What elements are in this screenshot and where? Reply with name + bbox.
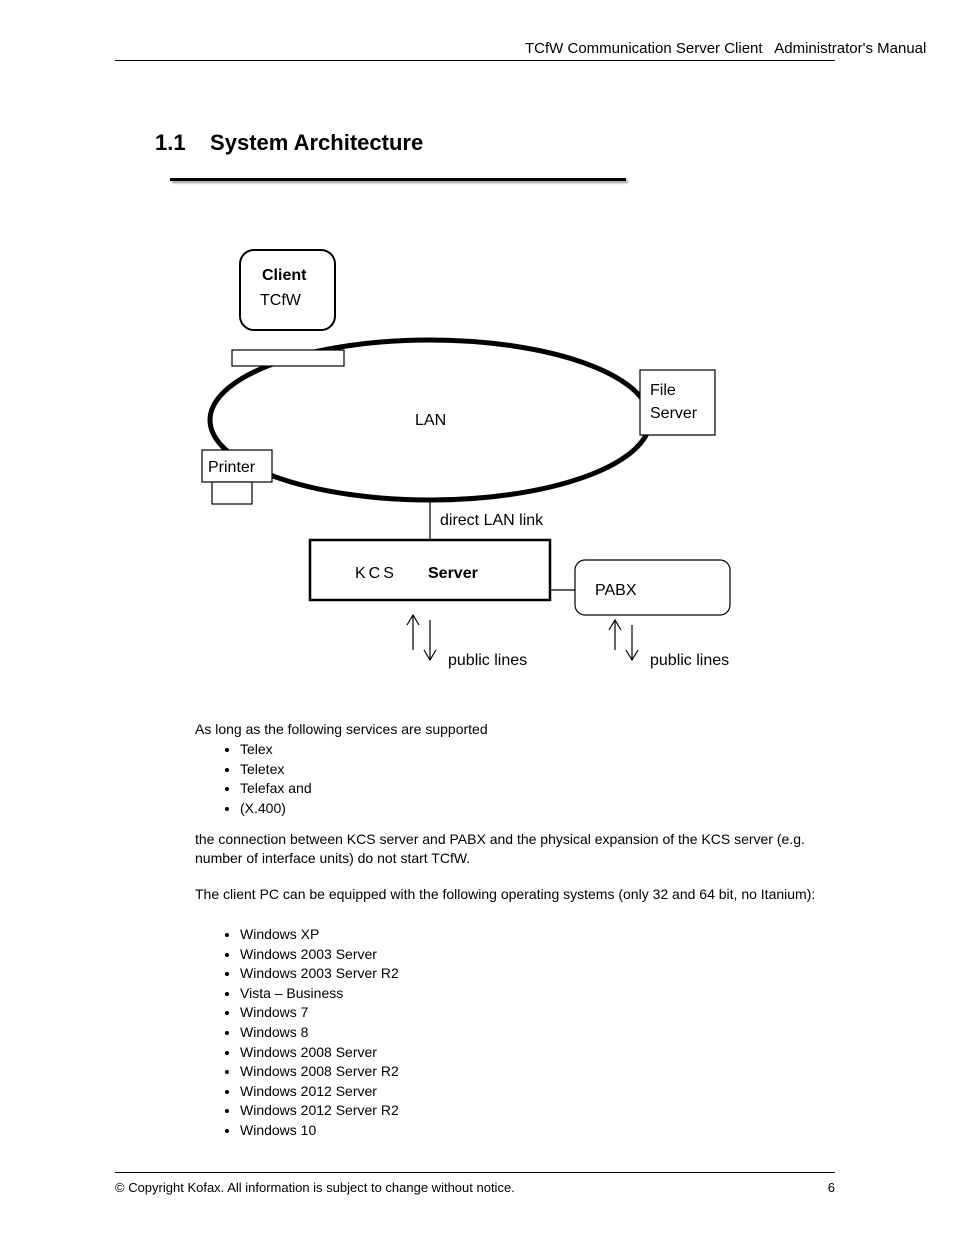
list-item: Windows 7	[240, 1003, 835, 1023]
public-lines-left-label: public lines	[448, 652, 527, 669]
section-heading: System Architecture	[210, 130, 423, 155]
page: TCfW Communication Server Client Adminis…	[0, 0, 954, 1235]
file-server-l1: File	[650, 382, 676, 399]
file-server-box	[640, 370, 715, 435]
header-title: TCfW Communication Server Client Adminis…	[525, 40, 926, 57]
public-lines-arrows-left	[407, 615, 436, 660]
client-label: Client	[262, 267, 307, 284]
title-underline	[170, 178, 626, 181]
client-sub-label: TCfW	[260, 292, 302, 309]
header-rule	[115, 60, 835, 61]
list-item: Windows 2012 Server	[240, 1082, 835, 1102]
header-doc-title: Administrator's Manual	[774, 40, 926, 57]
list-item: Teletex	[240, 760, 835, 780]
footer-page: 6	[828, 1180, 835, 1195]
list-item: (X.400)	[240, 799, 835, 819]
file-server-l2: Server	[650, 405, 698, 422]
list-item: Windows 2003 Server R2	[240, 964, 835, 984]
os-list-ul: Windows XP Windows 2003 Server Windows 2…	[220, 925, 835, 1141]
header-product: TCfW Communication Server Client	[525, 40, 763, 57]
lan-label: LAN	[415, 412, 446, 429]
list-item: Telefax and	[240, 779, 835, 799]
client-box	[240, 250, 335, 330]
service-list: Telex Teletex Telefax and (X.400)	[220, 740, 835, 818]
para-2: the connection between KCS server and PA…	[195, 830, 835, 868]
list-item: Windows 2003 Server	[240, 945, 835, 965]
footer-rule	[115, 1172, 835, 1173]
list-item: Windows 8	[240, 1023, 835, 1043]
os-list: Windows XP Windows 2003 Server Windows 2…	[220, 925, 835, 1141]
para-1: As long as the following services are su…	[195, 720, 835, 739]
section-title: 1.1 System Architecture	[155, 130, 423, 156]
list-item: Windows 2008 Server R2	[240, 1062, 835, 1082]
diagram-svg: LAN Client TCfW File Server Printer dire…	[190, 210, 750, 710]
list-item: Telex	[240, 740, 835, 760]
printer-tray	[212, 482, 252, 504]
public-lines-right-label: public lines	[650, 652, 729, 669]
client-base	[232, 350, 344, 366]
server-label: Server	[428, 565, 478, 582]
service-list-ul: Telex Teletex Telefax and (X.400)	[220, 740, 835, 818]
pabx-label: PABX	[595, 582, 637, 599]
list-item: Windows 2008 Server	[240, 1043, 835, 1063]
footer-copyright: © Copyright Kofax. All information is su…	[115, 1180, 515, 1195]
para-3: The client PC can be equipped with the f…	[195, 885, 835, 904]
direct-lan-label: direct LAN link	[440, 512, 544, 529]
printer-label: Printer	[208, 459, 256, 476]
section-number: 1.1	[155, 130, 186, 155]
kcs-label: KCS	[355, 565, 397, 582]
public-lines-arrows-right	[609, 620, 638, 660]
list-item: Windows XP	[240, 925, 835, 945]
list-item: Windows 2012 Server R2	[240, 1101, 835, 1121]
diagram: LAN Client TCfW File Server Printer dire…	[190, 210, 750, 710]
list-item: Vista – Business	[240, 984, 835, 1004]
list-item: Windows 10	[240, 1121, 835, 1141]
